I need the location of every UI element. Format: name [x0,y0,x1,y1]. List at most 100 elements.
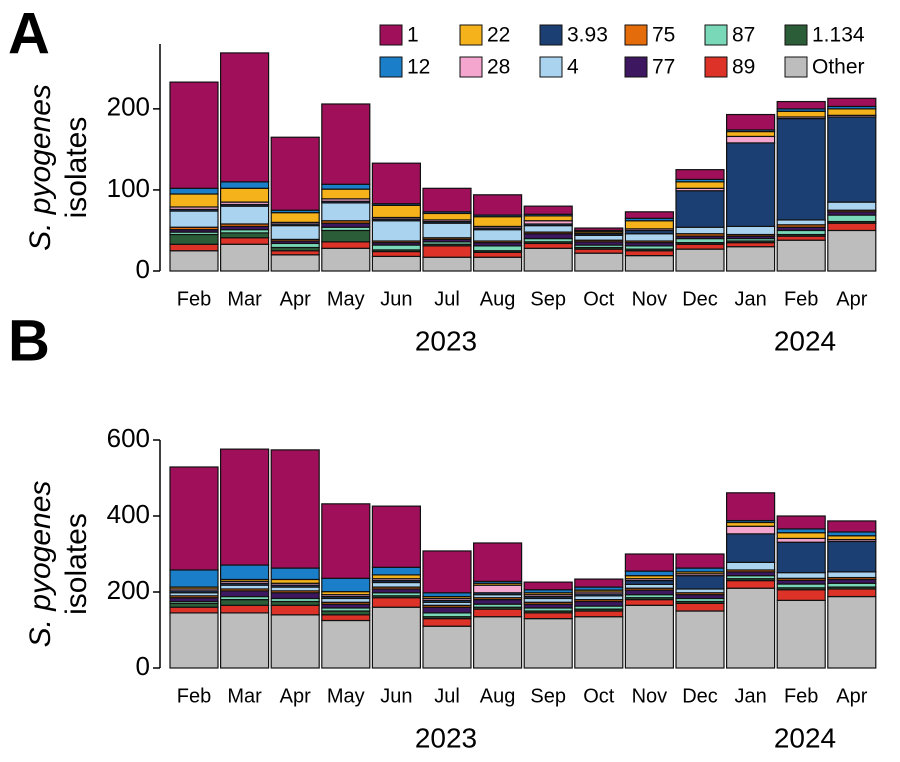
bar-segment [220,604,270,614]
bar-segment [321,614,371,622]
legend-label: 28 [487,56,510,79]
bar-segment [523,225,573,233]
bar-segment [321,188,371,200]
bar-segment [776,219,826,226]
bar-segment [776,239,826,272]
bar-segment [827,520,877,533]
bar-segment [675,243,725,250]
legend-label: 3.93 [567,24,608,47]
y-tick-label: 0 [136,254,150,284]
bar-segment [169,250,219,272]
year-label: 2023 [415,722,477,753]
bar-segment [371,505,421,568]
bar-segment [169,466,219,571]
bar-segment [574,227,624,232]
bar-segment [725,561,776,571]
bar-segment [725,142,776,228]
bar-segment [776,229,826,236]
bar-segment [321,241,371,249]
bar-segment [473,584,523,594]
bar-segment [675,602,725,612]
bar-segment [827,97,877,108]
x-tick-label: May [327,288,365,310]
y-tick-label: 200 [107,575,150,605]
bar-segment [371,606,421,669]
bar-segment [270,614,320,669]
y-tick-label: 100 [107,173,150,203]
x-tick-label: Feb [177,685,211,707]
bar-segment [725,587,776,669]
legend-label: Other [812,56,865,79]
bar-segment [473,251,523,258]
bar-segment [169,81,219,189]
bar-segment [827,588,877,598]
bar-segment [675,237,725,244]
bar-segment [270,592,320,600]
x-tick-label: Jan [734,685,766,707]
x-tick-label: Mar [227,685,262,707]
x-tick-label: Aug [480,288,516,310]
legend-swatch [784,56,808,78]
x-tick-label: Dec [682,685,718,707]
bar-segment [473,194,523,216]
x-tick-label: Jun [380,288,412,310]
bar-segment [725,579,776,589]
bar-segment [776,117,826,221]
x-tick-label: Jun [380,685,412,707]
bar-segment [725,525,776,535]
bar-segment [473,542,523,582]
bar-segment [371,220,421,242]
x-tick-label: Mar [227,288,262,310]
bar-segment [473,608,523,618]
bar-segment [776,110,826,118]
bar-segment [371,204,421,219]
bar-segment [574,578,624,588]
bar-segment [220,205,270,225]
legend-swatch [459,24,483,46]
bar-segment [776,589,826,601]
bar-segment [776,541,826,574]
legend-swatch [459,56,483,78]
bar-segment [827,222,877,232]
bar-segment [422,625,472,669]
bar-segment [220,590,270,598]
bar-segment [725,130,776,138]
bar-segment [827,116,877,203]
bar-segment [725,135,776,144]
x-tick-label: Feb [784,288,818,310]
bar-segment [371,255,421,272]
y-tick-label: 0 [136,651,150,681]
bar-segment [321,229,371,243]
bar-segment [523,612,573,620]
legend-swatch [784,24,808,46]
legend-label: 87 [732,24,755,47]
bar-segment [422,606,472,614]
x-tick-label: Apr [836,288,867,310]
bar-segment [574,234,624,241]
bar-segment [270,449,320,569]
bar-segment [675,610,725,669]
bar-segment [422,187,472,213]
x-tick-label: Feb [177,288,211,310]
bar-segment [220,52,270,183]
bar-segment [220,448,270,566]
bar-segment [422,222,472,239]
bar-segment [776,100,826,110]
legend-label: 1.134 [812,24,865,47]
y-tick-label: 200 [107,92,150,122]
bar-segment [624,220,675,230]
bar-segment [675,226,725,235]
bar-segment [827,571,877,579]
bar-segment [220,612,270,669]
bar-segment [169,193,219,208]
bar-segment [270,212,320,223]
legend-swatch [539,56,563,78]
bar-segment [422,617,472,627]
year-label: 2023 [415,325,477,356]
x-tick-label: Nov [632,288,668,310]
bar-segment [776,572,826,579]
bar-segment [725,242,776,248]
bar-segment [827,108,877,116]
bar-segment [371,597,421,608]
